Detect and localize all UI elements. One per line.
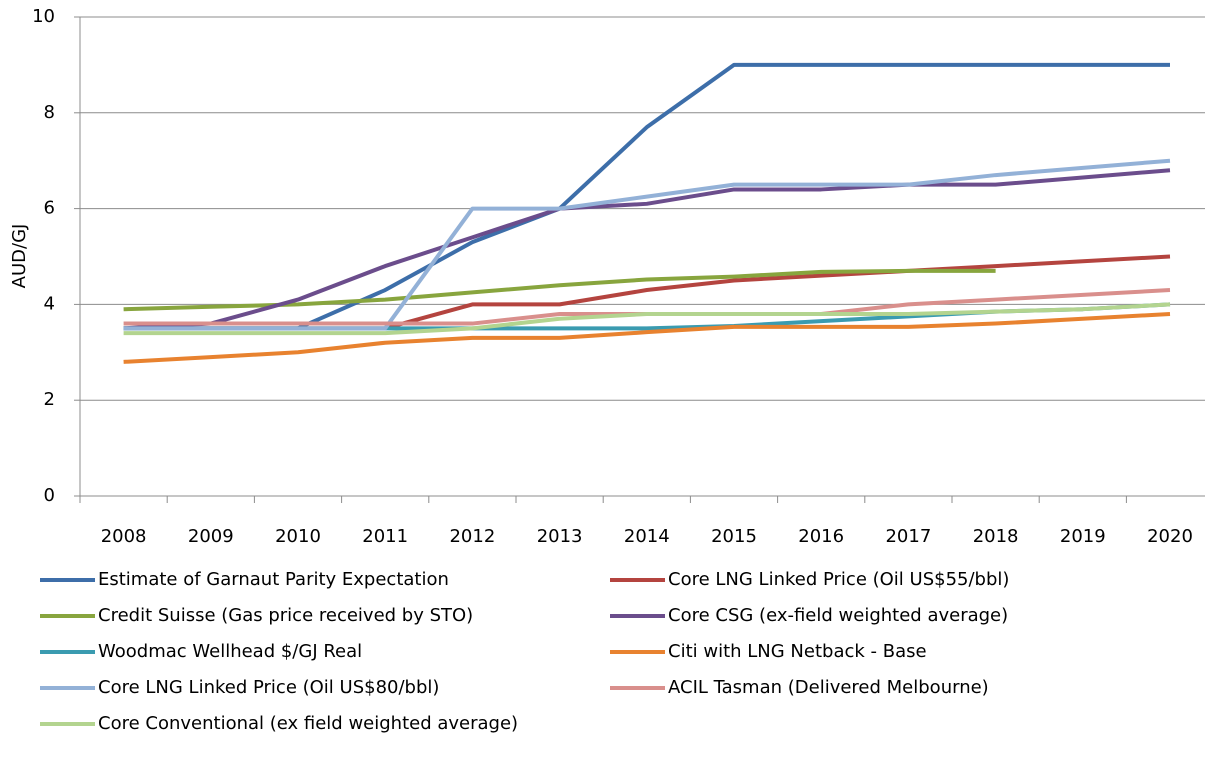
series-line [123,311,1171,364]
y-tick-label: 6 [44,198,55,219]
x-tick-label: 2017 [885,526,931,547]
legend-label: Citi with LNG Netback - Base [668,641,927,662]
series-line [123,268,996,312]
series-line [123,302,1171,336]
y-tick-label: 2 [44,389,55,410]
series-line [123,158,1171,331]
x-tick-label: 2010 [275,526,321,547]
x-tick-label: 2013 [537,526,583,547]
y-tick-label: 0 [44,485,55,506]
x-tick-label: 2015 [711,526,757,547]
series-line [123,168,1171,331]
y-tick-label: 4 [44,293,55,314]
y-tick-label: 10 [32,6,55,27]
x-tick-label: 2009 [188,526,234,547]
legend-label: Core Conventional (ex field weighted ave… [98,713,518,734]
series-line [123,254,1171,331]
legend-label: Estimate of Garnaut Parity Expectation [98,569,449,590]
x-tick-label: 2011 [362,526,408,547]
legend-label: Woodmac Wellhead $/GJ Real [98,641,362,662]
legend-label: Credit Suisse (Gas price received by STO… [98,605,473,626]
x-tick-label: 2020 [1147,526,1193,547]
legend-label: Core LNG Linked Price (Oil US$80/bbl) [98,677,439,698]
x-tick-label: 2008 [101,526,147,547]
legend-label: ACIL Tasman (Delivered Melbourne) [668,677,989,698]
x-tick-label: 2019 [1060,526,1106,547]
x-tick-label: 2016 [798,526,844,547]
legend-label: Core LNG Linked Price (Oil US$55/bbl) [668,569,1009,590]
legend-label: Core CSG (ex-field weighted average) [668,605,1008,626]
x-tick-label: 2018 [973,526,1019,547]
x-tick-label: 2014 [624,526,670,547]
x-tick-label: 2012 [449,526,495,547]
y-tick-label: 8 [44,102,55,123]
y-axis-label: AUD/GJ [9,224,30,289]
